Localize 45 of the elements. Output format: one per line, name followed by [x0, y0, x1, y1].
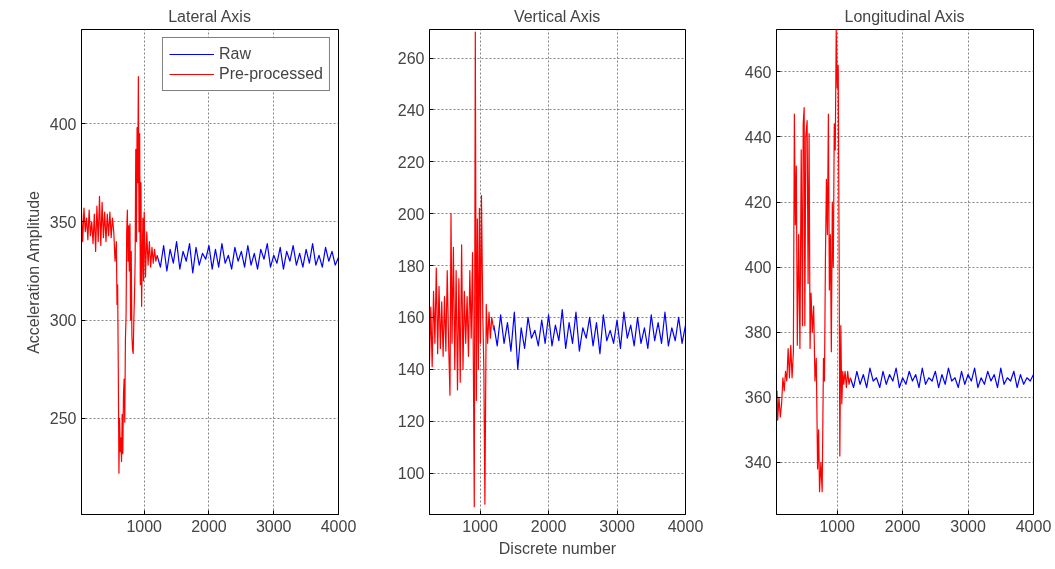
x-tick-label: 2000	[530, 517, 567, 535]
x-tick-label: 4000	[667, 517, 704, 535]
x-tick-label: 3000	[950, 517, 986, 535]
y-tick-label: 260	[397, 50, 425, 68]
legend-label: Pre-processed	[218, 65, 323, 83]
x-tick-label: 2000	[884, 517, 921, 535]
x-tick-label: 4000	[320, 517, 357, 535]
y-tick-label: 100	[397, 465, 425, 482]
x-tick-label: 3000	[255, 517, 292, 535]
line-series	[493, 309, 686, 370]
line-series	[776, 29, 851, 493]
y-tick-label: 240	[397, 101, 425, 119]
y-tick-label: 220	[397, 153, 425, 171]
y-tick-label: 360	[744, 389, 772, 407]
y-tick-label: 250	[49, 410, 77, 428]
y-tick-label: 400	[49, 115, 77, 133]
y-tick-label: 420	[744, 194, 772, 212]
y-tick-label: 180	[397, 257, 425, 275]
line-series	[429, 31, 495, 508]
y-tick-label: 340	[744, 454, 772, 472]
chart-title: Vertical Axis	[513, 7, 601, 25]
y-tick-label: 440	[744, 128, 772, 146]
x-tick-label: 3000	[599, 517, 635, 535]
y-tick-label: 460	[744, 63, 772, 81]
y-tick-label: 400	[744, 259, 772, 277]
x-tick-label: 1000	[462, 517, 498, 535]
x-tick-label: 1000	[126, 517, 163, 535]
y-tick-label: 120	[397, 413, 425, 431]
y-tick-label: 160	[397, 309, 425, 327]
line-series	[849, 367, 1034, 389]
chart-title: Longitudinal Axis	[844, 7, 965, 25]
y-axis-title: Acceleration Amplitude	[24, 190, 42, 354]
y-tick-label: 200	[397, 205, 425, 223]
y-tick-label: 300	[49, 312, 77, 330]
y-tick-label: 140	[397, 361, 425, 379]
x-tick-label: 4000	[1015, 517, 1052, 535]
x-axis-title: Discrete number	[498, 539, 617, 557]
line-series	[81, 76, 158, 474]
x-tick-label: 1000	[819, 517, 856, 535]
line-series	[156, 240, 339, 274]
chart-title: Lateral Axis	[168, 7, 251, 25]
y-tick-label: 380	[744, 324, 772, 342]
x-tick-label: 2000	[191, 517, 227, 535]
y-tick-label: 350	[49, 213, 77, 231]
legend-label: Raw	[218, 45, 251, 63]
